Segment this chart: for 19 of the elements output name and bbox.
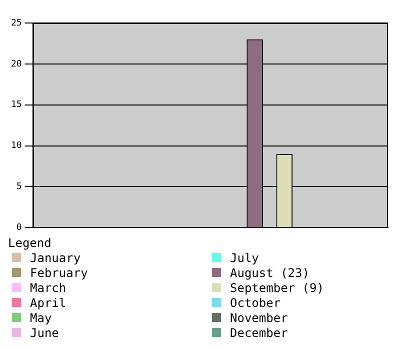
- legend-label: December: [230, 326, 288, 340]
- y-tick-label: 0: [16, 222, 22, 233]
- y-tick-label: 5: [16, 182, 22, 192]
- legend-label: September (9): [230, 280, 324, 294]
- legend-title: Legend: [8, 236, 52, 250]
- legend-label: February: [30, 266, 88, 280]
- legend-label: August (23): [230, 266, 310, 280]
- legend-label: October: [230, 296, 281, 310]
- legend-label: April: [30, 296, 66, 310]
- legend-label: May: [30, 310, 52, 324]
- y-tick-label: 15: [10, 100, 22, 110]
- legend-label: July: [230, 250, 259, 264]
- y-tick-label: 20: [10, 59, 22, 70]
- y-tick-label: 25: [10, 18, 22, 28]
- legend-label: November: [230, 310, 288, 324]
- legend-label: March: [30, 280, 66, 294]
- y-tick-label: 10: [10, 141, 22, 152]
- legend-label: June: [30, 326, 59, 340]
- legend-label: January: [30, 250, 81, 264]
